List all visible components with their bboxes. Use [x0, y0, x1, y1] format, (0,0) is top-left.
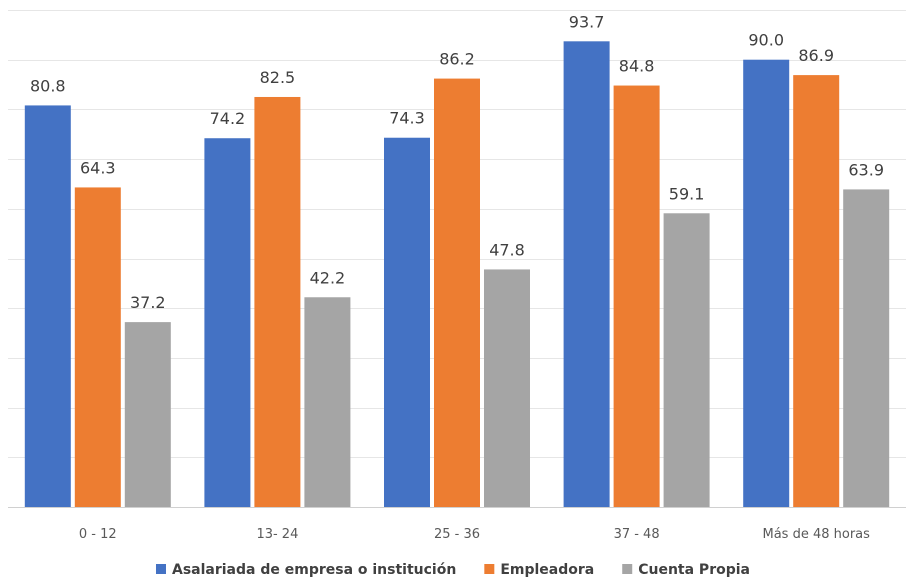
data-label: 63.9: [848, 160, 884, 179]
data-label: 74.3: [389, 109, 425, 128]
data-label: 90.0: [748, 31, 784, 50]
x-tick-label: 0 - 12: [79, 527, 117, 542]
data-label: 47.8: [489, 240, 525, 259]
x-tick-label: 25 - 36: [434, 527, 480, 542]
legend-swatch: [484, 564, 495, 574]
bar: [484, 269, 530, 507]
bar: [613, 85, 660, 507]
data-label: 37.2: [130, 293, 166, 312]
legend-label: Asalariada de empresa o institución: [172, 562, 456, 578]
x-tick-label: 13- 24: [256, 527, 298, 542]
bar: [304, 297, 351, 507]
bar: [793, 75, 840, 508]
bar: [663, 213, 710, 507]
data-label: 84.8: [619, 57, 655, 76]
legend-swatch: [155, 564, 166, 574]
data-label: 82.5: [260, 68, 296, 87]
data-label: 80.8: [30, 76, 66, 95]
x-tick-label: 37 - 48: [614, 527, 660, 542]
data-label: 86.9: [798, 46, 834, 65]
legend-label: Empleadora: [500, 562, 594, 578]
bar: [204, 138, 251, 507]
data-label: 59.1: [669, 184, 705, 203]
data-label: 74.2: [210, 109, 246, 128]
bar: [743, 59, 790, 507]
bar: [563, 41, 610, 507]
legend-label: Cuenta Propia: [638, 562, 750, 578]
bar: [843, 189, 890, 508]
data-label: 42.2: [310, 268, 346, 287]
bar: [254, 96, 301, 507]
legend-swatch: [622, 564, 633, 574]
bar: [384, 137, 430, 507]
data-label: 64.3: [80, 158, 116, 177]
data-label: 93.7: [569, 12, 605, 31]
bar: [74, 187, 121, 507]
bar: [24, 105, 71, 507]
bar: [434, 78, 480, 507]
x-tick-label: Más de 48 horas: [762, 527, 870, 542]
bar: [124, 322, 171, 507]
data-label: 86.2: [439, 50, 475, 69]
